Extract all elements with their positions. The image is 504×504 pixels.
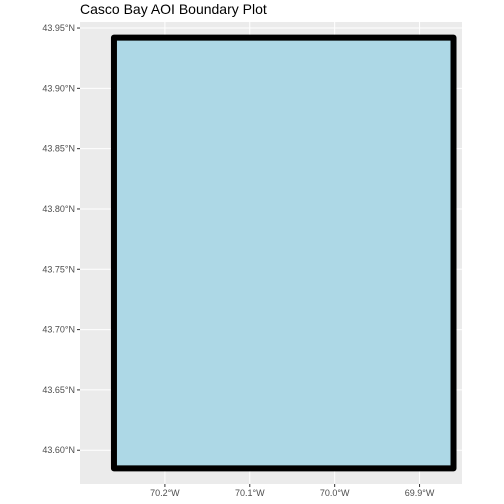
- aoi-boundary-polygon: [110, 34, 457, 472]
- y-tick-label: 43.60°N: [42, 445, 75, 455]
- y-tick-label: 43.85°N: [42, 144, 75, 154]
- y-tick-label: 43.80°N: [42, 204, 75, 214]
- y-tick-label: 43.90°N: [42, 83, 75, 93]
- x-tick-label: 70.1°W: [235, 488, 265, 498]
- plot-title: Casco Bay AOI Boundary Plot: [80, 1, 267, 17]
- y-tick-label: 43.95°N: [42, 23, 75, 33]
- y-tick-label: 43.65°N: [42, 385, 75, 395]
- x-tick-label: 70.2°W: [150, 488, 180, 498]
- y-tick-label: 43.70°N: [42, 325, 75, 335]
- x-tick-label: 70.0°W: [320, 488, 350, 498]
- y-tick-label: 43.75°N: [42, 264, 75, 274]
- x-tick-label: 69.9°W: [405, 488, 435, 498]
